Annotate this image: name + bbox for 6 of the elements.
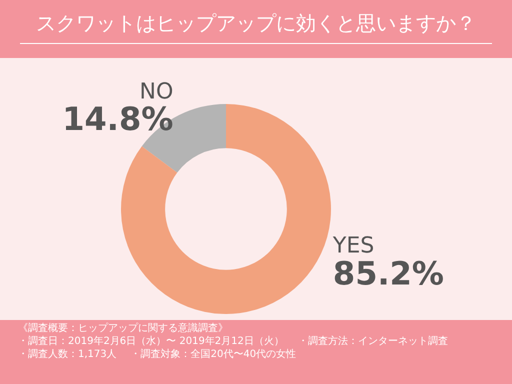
- text: ・調査対象：全国20代〜40代の女性: [130, 349, 296, 361]
- text: ・調査方法：インターネット調査: [298, 336, 448, 348]
- text: ・調査人数：1,173人: [18, 349, 117, 361]
- text: ・調査日：2019年2月6日（水）〜 2019年2月12日（火）: [18, 336, 284, 348]
- chart-title: スクワットはヒップアップに効くと思いますか？: [20, 10, 492, 44]
- text: 《調査概要：ヒップアップに関する意識調査》: [18, 323, 229, 335]
